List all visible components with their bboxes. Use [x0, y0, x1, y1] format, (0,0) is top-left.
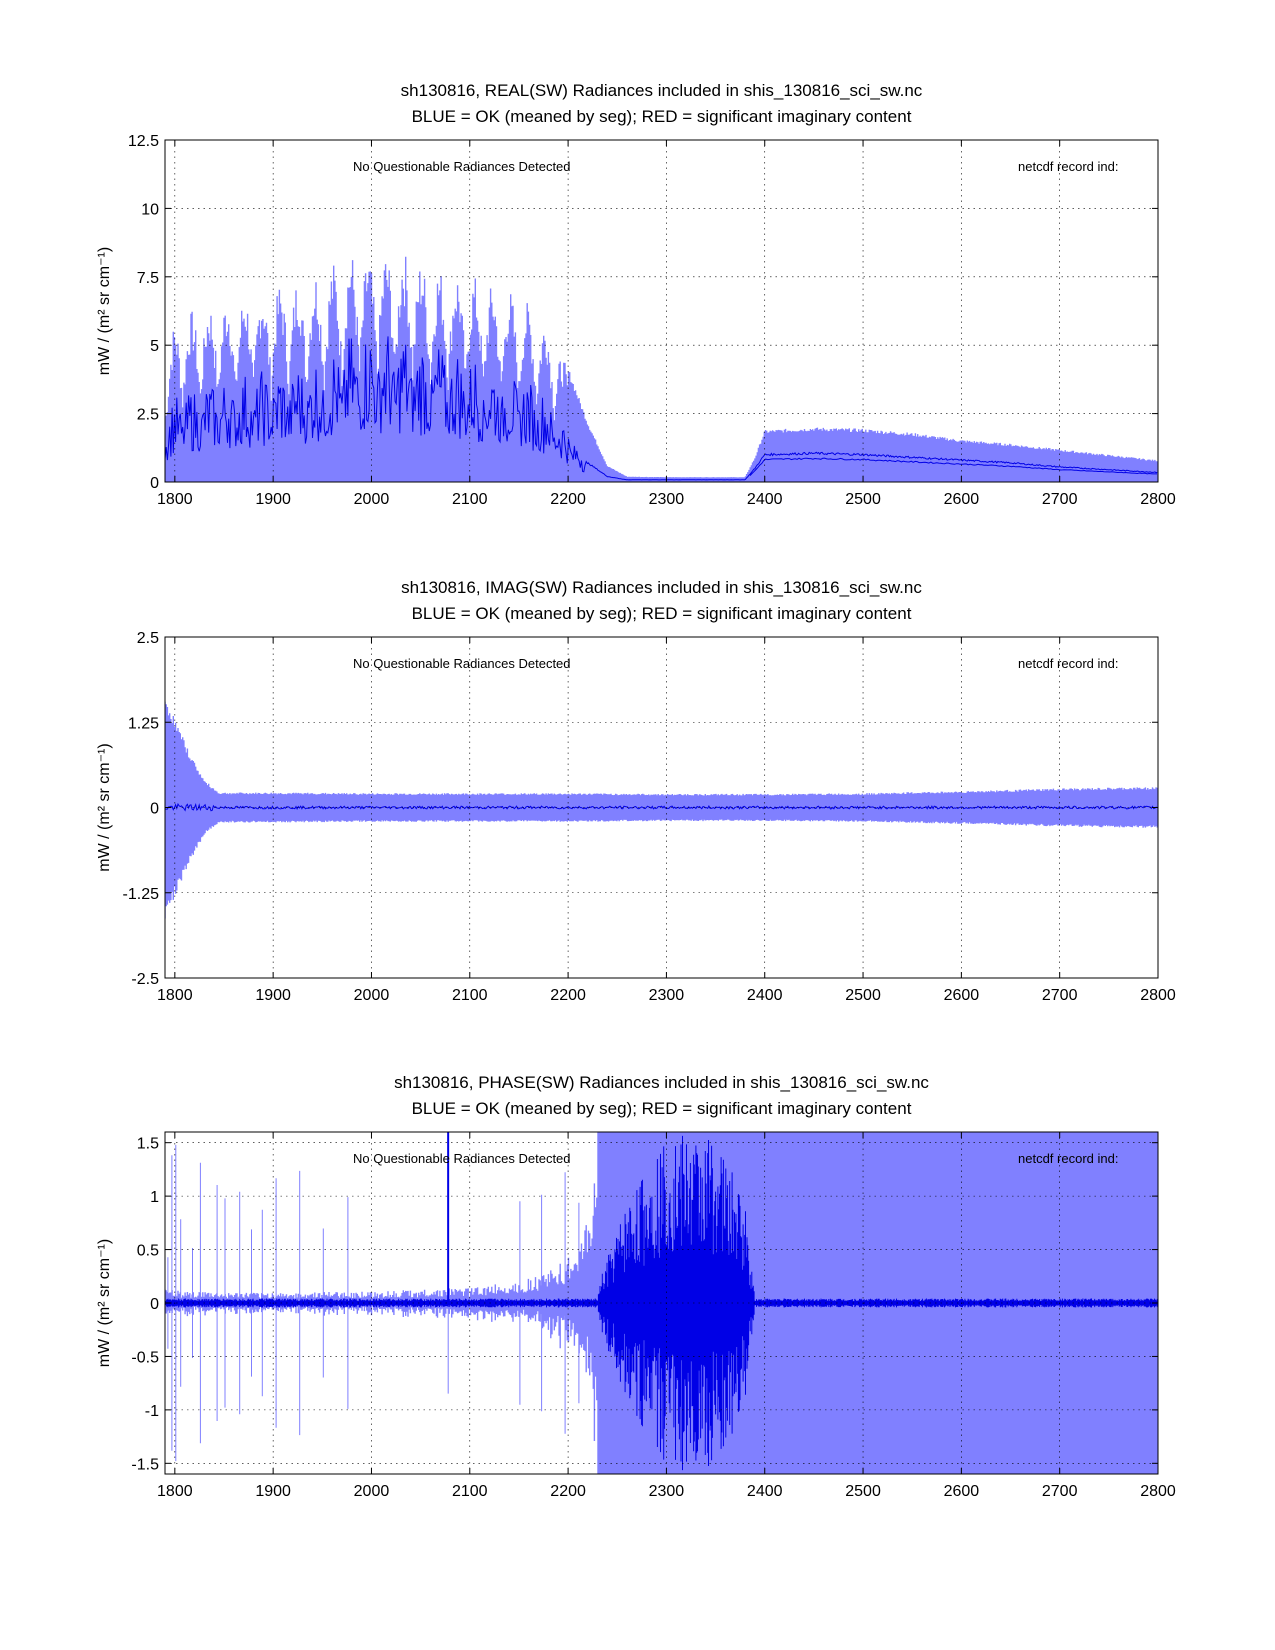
chart-title: sh130816, PHASE(SW) Radiances included i…	[394, 1073, 929, 1092]
x-tick-label: 2300	[649, 491, 685, 508]
x-tick-label: 2700	[1042, 491, 1078, 508]
y-tick-label: -0.5	[131, 1349, 159, 1366]
x-tick-label: 2000	[354, 491, 390, 508]
annotation-record-index: netcdf record ind:	[1018, 159, 1118, 174]
chart-subtitle: BLUE = OK (meaned by seg); RED = signifi…	[412, 1099, 912, 1118]
x-tick-label: 2600	[944, 1483, 980, 1500]
x-tick-label: 2700	[1042, 1483, 1078, 1500]
y-tick-label: 12.5	[128, 133, 159, 150]
y-tick-label: -2.5	[131, 971, 159, 988]
y-tick-label: 2.5	[137, 407, 159, 424]
y-tick-label: 1.5	[137, 1136, 159, 1153]
x-tick-label: 1900	[255, 987, 291, 1004]
x-tick-label: 2500	[845, 1483, 881, 1500]
chart-subtitle: BLUE = OK (meaned by seg); RED = signifi…	[412, 107, 912, 126]
x-tick-label: 1800	[157, 491, 193, 508]
x-tick-label: 1800	[157, 1483, 193, 1500]
y-tick-label: 1	[150, 1189, 159, 1206]
y-tick-label: 0	[150, 801, 159, 818]
y-axis-label: mW / (m² sr cm⁻¹)	[96, 743, 113, 871]
y-tick-label: 0.5	[137, 1243, 159, 1260]
x-tick-label: 2100	[452, 987, 488, 1004]
y-tick-label: 0	[150, 475, 159, 492]
annotation-status: No Questionable Radiances Detected	[353, 159, 571, 174]
x-tick-label: 2800	[1140, 491, 1176, 508]
x-tick-label: 2400	[747, 491, 783, 508]
x-tick-label: 2500	[845, 987, 881, 1004]
axis-frame	[164, 139, 1159, 483]
chart-real: sh130816, REAL(SW) Radiances included in…	[96, 81, 1176, 508]
x-tick-label: 2700	[1042, 987, 1078, 1004]
y-tick-label: 7.5	[137, 270, 159, 287]
y-axis-label: mW / (m² sr cm⁻¹)	[96, 247, 113, 375]
y-axis-label: mW / (m² sr cm⁻¹)	[96, 1239, 113, 1367]
x-tick-label: 2600	[944, 491, 980, 508]
x-tick-label: 2800	[1140, 987, 1176, 1004]
x-tick-label: 2000	[354, 1483, 390, 1500]
x-tick-label: 2300	[649, 1483, 685, 1500]
y-tick-label: 1.25	[128, 715, 159, 732]
x-tick-label: 2600	[944, 987, 980, 1004]
y-tick-label: -1.5	[131, 1456, 159, 1473]
series-envelope	[165, 701, 1158, 919]
x-tick-label: 2800	[1140, 1483, 1176, 1500]
annotation-status: No Questionable Radiances Detected	[353, 656, 571, 671]
y-tick-label: 10	[141, 201, 159, 218]
chart-imag: sh130816, IMAG(SW) Radiances included in…	[96, 578, 1176, 1004]
x-tick-label: 2000	[354, 987, 390, 1004]
x-tick-label: 2400	[747, 1483, 783, 1500]
y-tick-label: -1	[145, 1403, 159, 1420]
series-mean-lower	[749, 457, 1157, 476]
y-tick-label: 2.5	[137, 630, 159, 647]
x-tick-label: 2100	[452, 1483, 488, 1500]
plot-area	[165, 701, 1158, 919]
x-tick-label: 2200	[550, 987, 586, 1004]
x-tick-label: 2400	[747, 987, 783, 1004]
annotation-record-index: netcdf record ind:	[1018, 656, 1118, 671]
x-tick-label: 2500	[845, 491, 881, 508]
annotation-status: No Questionable Radiances Detected	[353, 1151, 571, 1166]
series-envelope	[165, 256, 1158, 482]
chart-phase: sh130816, PHASE(SW) Radiances included i…	[96, 1073, 1176, 1500]
chart-title: sh130816, IMAG(SW) Radiances included in…	[401, 578, 922, 597]
x-tick-label: 2200	[550, 1483, 586, 1500]
x-tick-label: 2100	[452, 491, 488, 508]
x-tick-label: 1900	[255, 491, 291, 508]
y-tick-label: 5	[150, 338, 159, 355]
plot-area	[165, 256, 1158, 482]
y-tick-label: -1.25	[123, 886, 160, 903]
annotation-record-index: netcdf record ind:	[1018, 1151, 1118, 1166]
y-tick-label: 0	[150, 1296, 159, 1313]
x-tick-label: 1900	[255, 1483, 291, 1500]
x-tick-label: 2200	[550, 491, 586, 508]
x-tick-label: 1800	[157, 987, 193, 1004]
chart-subtitle: BLUE = OK (meaned by seg); RED = signifi…	[412, 604, 912, 623]
x-tick-label: 2300	[649, 987, 685, 1004]
series-mean	[165, 336, 1158, 481]
chart-title: sh130816, REAL(SW) Radiances included in…	[401, 81, 923, 100]
